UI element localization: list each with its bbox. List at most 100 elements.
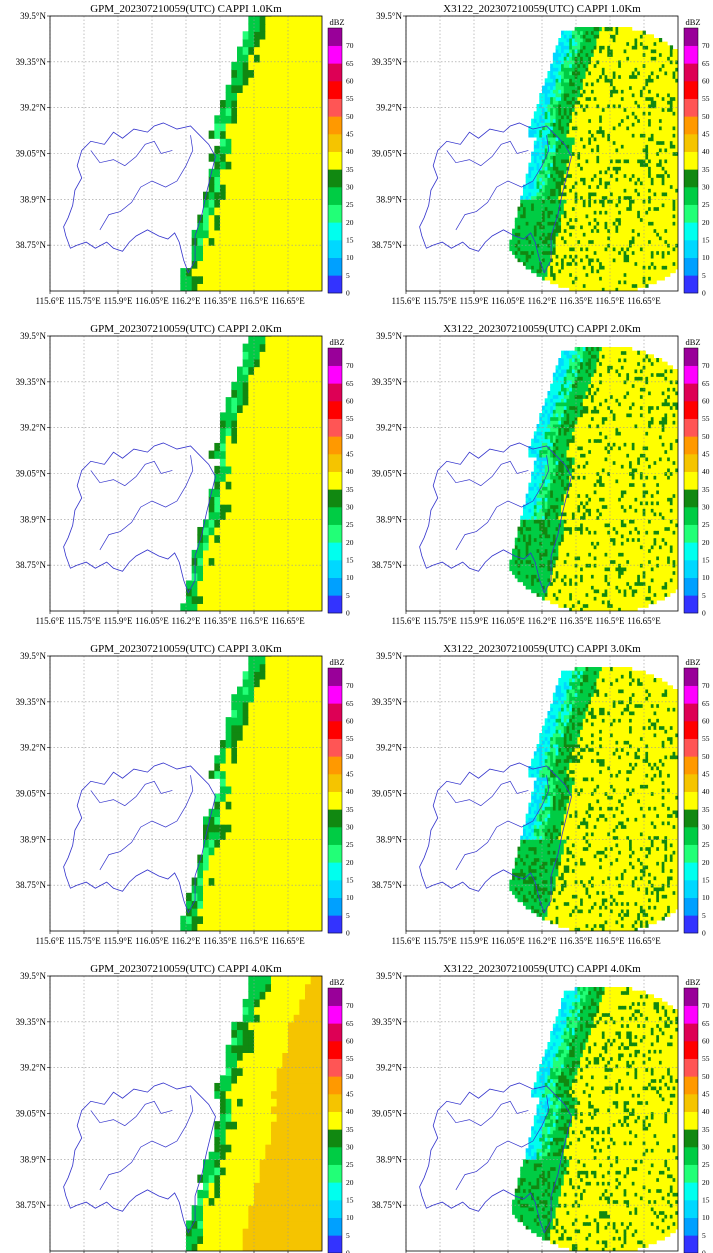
radar-cell [669,107,674,112]
radar-cell [675,56,678,61]
radar-cell [675,162,678,167]
radar-cell [607,287,611,291]
radar-cell [626,107,630,112]
gpm-cell [254,38,261,48]
radar-cell [580,276,584,281]
gpm-cell [248,31,255,40]
radar-cell [544,177,548,182]
radar-cell [664,239,668,244]
radar-cell [639,283,644,288]
radar-cell [566,140,570,145]
gpm-cell [316,16,322,17]
radar-cell [552,170,557,175]
radar-cell [585,210,589,215]
radar-cell [574,199,578,204]
gpm-cell [288,199,295,208]
radar-cell [580,133,584,138]
radar-cell [661,228,665,233]
gpm-cell [282,268,289,277]
radar-cell [593,225,597,230]
radar-cell [626,67,630,72]
radar-cell [569,30,573,35]
radar-cell [588,247,592,252]
radar-cell [561,254,565,259]
radar-cell [539,250,543,255]
radar-cell [626,192,630,197]
radar-cell [631,265,635,270]
radar-cell [536,265,540,270]
radar-cell [588,151,592,156]
radar-cell [571,148,576,153]
radar-cell [558,236,562,241]
radar-cell [623,283,627,288]
gpm-cell [259,222,266,231]
gpm-cell [259,31,266,40]
radar-cell [539,243,543,248]
radar-cell [596,225,600,230]
gpm-cell [214,488,221,498]
radar-cell [577,78,581,83]
radar-cell [610,269,614,274]
radar-cell [642,258,646,263]
gpm-cell [305,214,312,223]
radar-cell [596,155,600,160]
radar-cell [542,173,546,178]
radar-cell [612,63,616,68]
radar-cell [653,100,657,105]
radar-cell [615,228,619,233]
radar-cell [664,104,668,109]
radar-cell [645,247,649,252]
radar-cell [593,214,597,219]
gpm-cell [276,473,283,482]
radar-cell [563,137,567,142]
radar-cell [601,89,606,94]
radar-cell [661,148,665,153]
radar-cell [558,258,562,263]
gpm-cell [214,229,221,239]
gpm-cell [310,283,317,291]
radar-cell [599,203,603,208]
radar-cell [588,140,592,145]
gpm-cell [191,603,198,611]
radar-cell [596,45,600,50]
radar-cell [669,181,674,186]
gpm-cell [316,511,322,520]
radar-cell [552,129,557,134]
radar-cell [569,49,573,54]
radar-cell [639,85,644,90]
radar-cell [610,258,614,263]
gpm-cell [242,580,249,589]
radar-cell [629,118,633,123]
radar-cell [525,236,529,241]
radar-cell [645,78,649,83]
gpm-cell [265,61,272,71]
radar-cell [577,67,581,72]
radar-cell [656,265,660,270]
radar-cell [571,265,576,270]
radar-cell [669,261,674,266]
radar-cell [675,188,678,193]
radar-cell [593,162,597,167]
gpm-cell [197,229,204,239]
gpm-cell [208,130,215,139]
gpm-cell [316,16,322,25]
gpm-cell [214,557,221,566]
radar-cell [550,74,554,79]
radar-cell [607,104,611,109]
radar-cell [590,217,595,222]
radar-cell [620,217,625,222]
radar-cell [582,107,587,112]
radar-cell [675,210,678,215]
radar-cell [596,184,600,189]
radar-cell [563,151,567,156]
radar-cell [593,30,597,35]
gpm-cell [293,268,300,277]
radar-cell [593,177,597,182]
gpm-cell [293,565,300,574]
gpm-cell [276,206,283,216]
gpm-cell [242,519,249,528]
radar-cell [675,93,678,98]
radar-cell [639,276,644,281]
radar-cell [653,89,657,94]
colorbar-tick-label: 15 [702,236,710,245]
